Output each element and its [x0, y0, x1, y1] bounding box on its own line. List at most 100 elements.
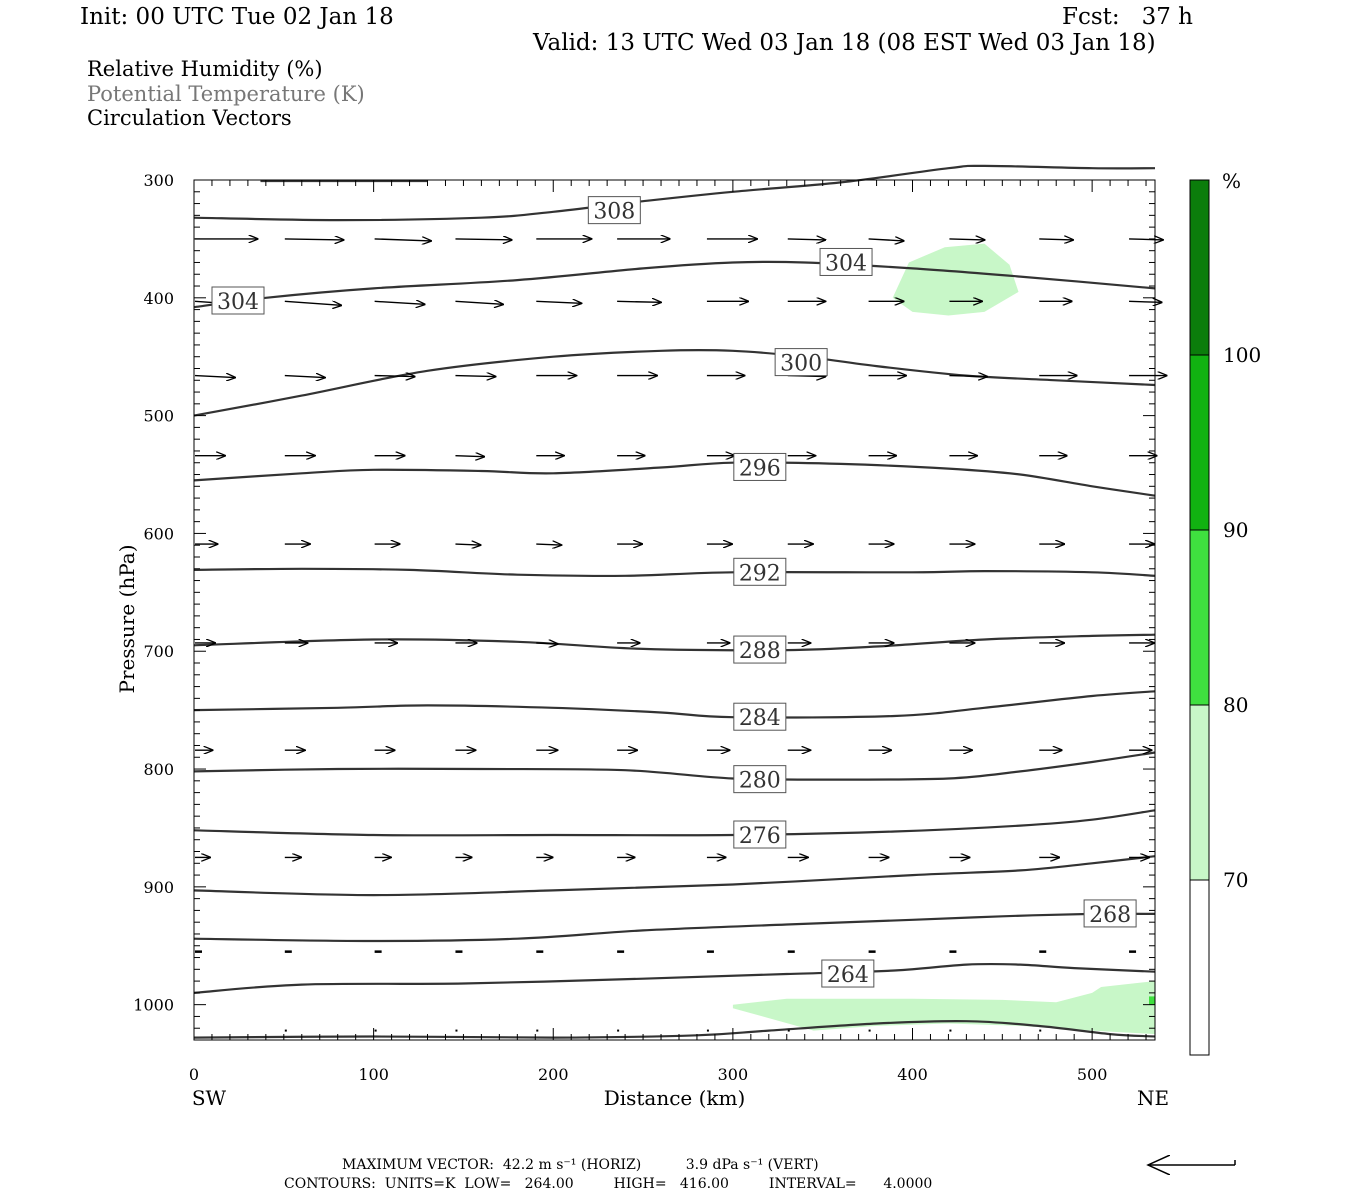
- plot-border: [193, 179, 1156, 1041]
- circulation-vectors: [194, 239, 1167, 1032]
- wind-vector: [455, 239, 511, 240]
- contour-label-text: 304: [217, 290, 259, 315]
- colorbar-segment-1: [1189, 354, 1210, 531]
- contour-label-300: 300: [774, 348, 828, 377]
- colorbar-segment-2: [1189, 529, 1210, 706]
- colorbar-level-label: 100: [1223, 343, 1261, 367]
- wind-vector: [284, 300, 341, 305]
- y-tick-label: 1000: [133, 996, 174, 1015]
- contour-label-text: 280: [739, 769, 781, 794]
- wind-vector: [284, 239, 344, 240]
- colorbar-segment-3: [1189, 704, 1210, 881]
- wind-vector: [949, 376, 987, 377]
- contour-label-268: 268: [1083, 899, 1137, 928]
- y-axis-label: Pressure (hPa): [115, 545, 139, 694]
- contour-label-box: [733, 452, 787, 481]
- theta-contour-288: [193, 633, 1156, 652]
- contour-label-box: [774, 348, 828, 377]
- contour-label-box: [821, 959, 875, 988]
- contour-label-box: [733, 702, 787, 731]
- contour-label-304-left: 304: [211, 286, 265, 315]
- contour-label-box: [211, 286, 265, 315]
- theta-contour-304: [193, 260, 1156, 309]
- contour-label-280: 280: [733, 765, 787, 794]
- wind-vector: [455, 456, 484, 457]
- rh-region-1: [732, 981, 1155, 1035]
- sw-label: SW: [192, 1086, 227, 1110]
- x-axis-label: Distance (km): [604, 1086, 746, 1110]
- contour-label-284: 284: [733, 702, 787, 731]
- contour-label-276: 276: [733, 820, 787, 849]
- contour-label-264: 264: [821, 959, 875, 988]
- x-tick-label: 500: [1077, 1065, 1108, 1084]
- theta-contour-264: [193, 962, 1156, 994]
- wind-vector: [374, 301, 425, 304]
- plot-frame: [193, 179, 1156, 1041]
- wind-vector: [868, 239, 904, 241]
- wind-vector: [284, 376, 325, 378]
- contour-label-box: [733, 765, 787, 794]
- x-tick-label: 100: [358, 1065, 389, 1084]
- contour-label-box: [587, 196, 641, 225]
- contour-label-box: [819, 247, 873, 276]
- theta-contour-308: [193, 164, 1156, 222]
- theta-contour-272: [193, 855, 1156, 897]
- theta-contour-268: [193, 912, 1156, 943]
- rh-region-0: [892, 243, 1019, 316]
- contour-labels: 308 304 300 296 292 288 284 280 276 268 264 304: [211, 196, 1137, 988]
- contour-label-text: 268: [1089, 903, 1131, 928]
- colorbar-segment-0: [1189, 179, 1210, 356]
- contour-label-text: 300: [780, 352, 822, 377]
- wind-vector: [455, 544, 480, 545]
- wind-vector: [374, 239, 431, 241]
- wind-vector: [1039, 239, 1073, 240]
- potential-temperature-contours: [193, 164, 1156, 1039]
- theta-contour-280: [193, 751, 1156, 781]
- contour-label-text: 288: [739, 639, 781, 664]
- contour-label-text: 276: [739, 824, 781, 849]
- x-tick-label: 300: [718, 1065, 749, 1084]
- contour-label-304: 304: [819, 247, 873, 276]
- theta-contour-276: [193, 809, 1156, 837]
- theta-contour-292: [193, 567, 1156, 578]
- wind-vector: [455, 301, 503, 304]
- max-vector-note: MAXIMUM VECTOR: 42.2 m s⁻¹ (HORIZ) 3.9 d…: [342, 1157, 819, 1173]
- legend-potential-temperature: Potential Temperature (K): [87, 82, 365, 106]
- contour-label-292: 292: [733, 557, 787, 586]
- y-tick-label: 800: [143, 760, 174, 779]
- wind-vector: [1129, 239, 1163, 240]
- theta-contour-284: [193, 690, 1156, 719]
- wind-vector: [787, 239, 826, 240]
- contour-label-text: 264: [827, 963, 869, 988]
- wind-vector: [374, 376, 415, 377]
- colorbar-unit: %: [1222, 169, 1241, 193]
- colorbar-level-label: 90: [1223, 518, 1248, 542]
- y-tick-label: 600: [143, 524, 174, 543]
- contour-label-box: [1083, 899, 1137, 928]
- x-tick-label: 200: [538, 1065, 569, 1084]
- wind-vector: [617, 301, 661, 302]
- rh-region-edge-patch: [1149, 996, 1155, 1005]
- y-tick-label: 900: [143, 878, 174, 897]
- contour-label-text: 292: [739, 561, 781, 586]
- ne-label: NE: [1137, 1086, 1169, 1110]
- wind-vector: [536, 544, 561, 545]
- wind-vector: [536, 301, 581, 303]
- colorbar-segment-4: [1189, 879, 1210, 1056]
- wind-vector: [1129, 301, 1162, 302]
- y-tick-label: 400: [143, 289, 174, 308]
- x-tick-label: 0: [189, 1065, 199, 1084]
- axes: 300 400 500 600 700 800 900 1000 0 100 200 300 400 50…: [115, 171, 1169, 1110]
- contour-label-288: 288: [733, 635, 787, 664]
- theta-contour-300: [193, 348, 1156, 417]
- init-time: Init: 00 UTC Tue 02 Jan 18: [80, 4, 394, 30]
- wind-vector: [536, 643, 557, 644]
- theta-contour-bottom-12: [193, 1020, 1156, 1039]
- contour-label-text: 284: [739, 706, 781, 731]
- wind-vector: [949, 239, 984, 240]
- legend-relative-humidity: Relative Humidity (%): [87, 57, 323, 81]
- wind-vector: [194, 376, 235, 378]
- contour-label-308: 308: [587, 196, 641, 225]
- y-tick-label: 700: [143, 642, 174, 661]
